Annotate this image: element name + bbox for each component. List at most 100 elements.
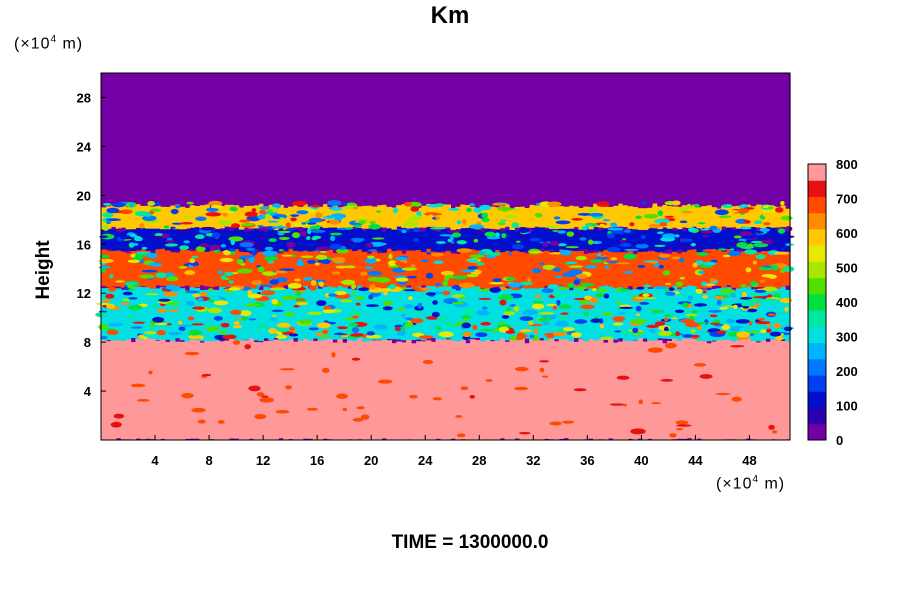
band-cell [568, 290, 575, 342]
speckle [279, 368, 295, 371]
band-cell [347, 73, 353, 205]
speckle [489, 287, 501, 293]
band-cell [317, 288, 324, 341]
speckle [239, 242, 254, 248]
speckle [295, 290, 302, 297]
speckle [285, 241, 296, 248]
speckle [607, 246, 621, 253]
speckle [604, 265, 610, 270]
speckle [222, 334, 237, 340]
speckle [135, 210, 148, 217]
band-cell [169, 73, 176, 206]
y-unit-label: (×104 m) [14, 34, 84, 53]
speckle [148, 370, 153, 375]
band-cell [120, 230, 127, 252]
band-cell [622, 289, 629, 341]
speckle [247, 293, 263, 299]
speckle [432, 213, 443, 216]
speckle [403, 289, 416, 292]
band-cell [351, 73, 358, 205]
band-cell [726, 203, 732, 228]
speckle [145, 293, 159, 296]
band-cell [145, 228, 151, 251]
speckle [404, 317, 413, 321]
speckle [150, 304, 158, 308]
colorbar-tick-label: 100 [836, 399, 858, 414]
speckle [779, 268, 786, 273]
band-cell [775, 340, 781, 440]
band-cell [415, 249, 422, 287]
x-tick-label: 40 [634, 453, 648, 468]
speckle [352, 417, 364, 422]
speckle [351, 357, 361, 361]
band-cell [302, 285, 309, 339]
speckle [701, 281, 707, 287]
speckle [129, 201, 134, 208]
band-cell [430, 283, 437, 339]
speckle [164, 239, 176, 243]
speckle [156, 308, 168, 313]
band-cell [342, 76, 348, 207]
band-cell [509, 339, 515, 440]
speckle [267, 220, 279, 223]
band-cell [145, 337, 151, 439]
speckle [475, 332, 488, 338]
band-cell [391, 228, 397, 251]
speckle [640, 234, 646, 240]
band-cell [627, 337, 634, 439]
band-cell [612, 252, 619, 289]
band-cell [337, 285, 343, 339]
band-cell [381, 73, 388, 205]
speckle [265, 213, 271, 220]
speckle [382, 306, 393, 311]
speckle [753, 296, 768, 299]
band-cell [214, 75, 220, 207]
band-cell [593, 252, 599, 289]
band-cell [184, 75, 191, 207]
speckle [691, 310, 699, 314]
speckle [336, 326, 348, 330]
speckle [730, 292, 736, 299]
band-cell [465, 204, 471, 228]
band-cell [632, 253, 639, 289]
speckle [648, 223, 661, 229]
speckle [428, 214, 434, 221]
speckle [626, 213, 637, 220]
band-cell [194, 202, 201, 228]
band-cell [489, 206, 496, 229]
colorbar-segment [808, 261, 826, 279]
speckle [462, 309, 474, 315]
speckle [730, 345, 745, 348]
speckle [675, 420, 689, 425]
speckle [754, 233, 765, 236]
band-cell [145, 284, 151, 339]
speckle [240, 263, 246, 266]
speckle [232, 340, 241, 345]
speckle [727, 331, 738, 337]
speckle [710, 278, 717, 283]
speckle [123, 282, 138, 285]
band-cell [750, 250, 757, 288]
speckle [378, 379, 393, 384]
band-cell [696, 231, 703, 252]
speckle [127, 259, 140, 263]
band-cell [140, 286, 146, 340]
speckle [529, 237, 541, 242]
speckle [758, 239, 773, 245]
speckle [533, 300, 544, 304]
speckle [703, 261, 717, 266]
speckle [452, 275, 469, 278]
speckle [606, 233, 616, 239]
band-cell [391, 207, 397, 230]
speckle [316, 322, 331, 329]
speckle [261, 284, 273, 288]
band-cell [110, 202, 117, 227]
speckle [554, 320, 570, 327]
speckle [675, 309, 685, 314]
speckle [344, 317, 355, 321]
speckle [169, 309, 180, 312]
band-cell [548, 73, 555, 206]
speckle [365, 304, 380, 308]
band-cell [593, 73, 599, 204]
speckle [671, 256, 681, 260]
